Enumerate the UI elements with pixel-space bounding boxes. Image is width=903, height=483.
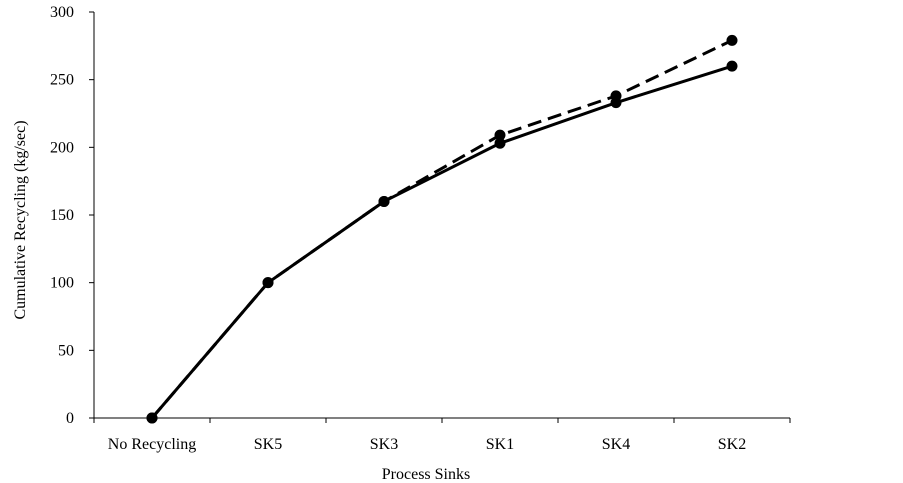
y-tick-label: 300 bbox=[50, 4, 74, 21]
data-point bbox=[262, 277, 274, 289]
data-point bbox=[146, 412, 158, 424]
data-point bbox=[726, 60, 738, 72]
x-axis-ticks: No Recycling SK5 SK3 SK1 SK4 SK2 bbox=[93, 418, 791, 453]
y-axis-ticks: 0 50 100 150 200 250 300 bbox=[50, 4, 94, 427]
x-tick-label: SK2 bbox=[718, 436, 746, 453]
y-tick-label: 200 bbox=[50, 139, 74, 156]
x-tick-label: No Recycling bbox=[108, 436, 196, 453]
data-point bbox=[494, 129, 506, 141]
x-axis-title: Process Sinks bbox=[382, 466, 470, 483]
y-tick-label: 150 bbox=[50, 207, 74, 224]
y-tick-label: 100 bbox=[50, 275, 74, 292]
y-axis-title: Cumulative Recycling (kg/sec) bbox=[12, 120, 29, 319]
x-tick-label: SK3 bbox=[370, 436, 398, 453]
data-point bbox=[610, 97, 622, 109]
y-tick-label: 0 bbox=[66, 410, 74, 427]
series-line bbox=[150, 64, 733, 419]
series-solid bbox=[146, 60, 738, 424]
y-tick-label: 250 bbox=[50, 72, 74, 89]
data-point bbox=[494, 137, 506, 149]
x-tick-label: SK5 bbox=[254, 436, 282, 453]
y-tick-label: 50 bbox=[58, 342, 74, 359]
data-point bbox=[726, 34, 738, 46]
series-layer bbox=[146, 34, 738, 424]
x-tick-label: SK1 bbox=[486, 436, 514, 453]
data-point bbox=[378, 195, 390, 207]
series-line bbox=[150, 39, 733, 419]
x-tick-label: SK4 bbox=[602, 436, 630, 453]
